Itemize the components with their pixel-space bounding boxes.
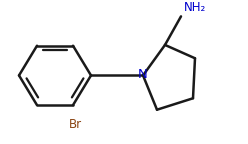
Text: NH₂: NH₂ — [184, 1, 206, 14]
Text: Br: Br — [68, 119, 82, 131]
Text: N: N — [138, 68, 148, 81]
